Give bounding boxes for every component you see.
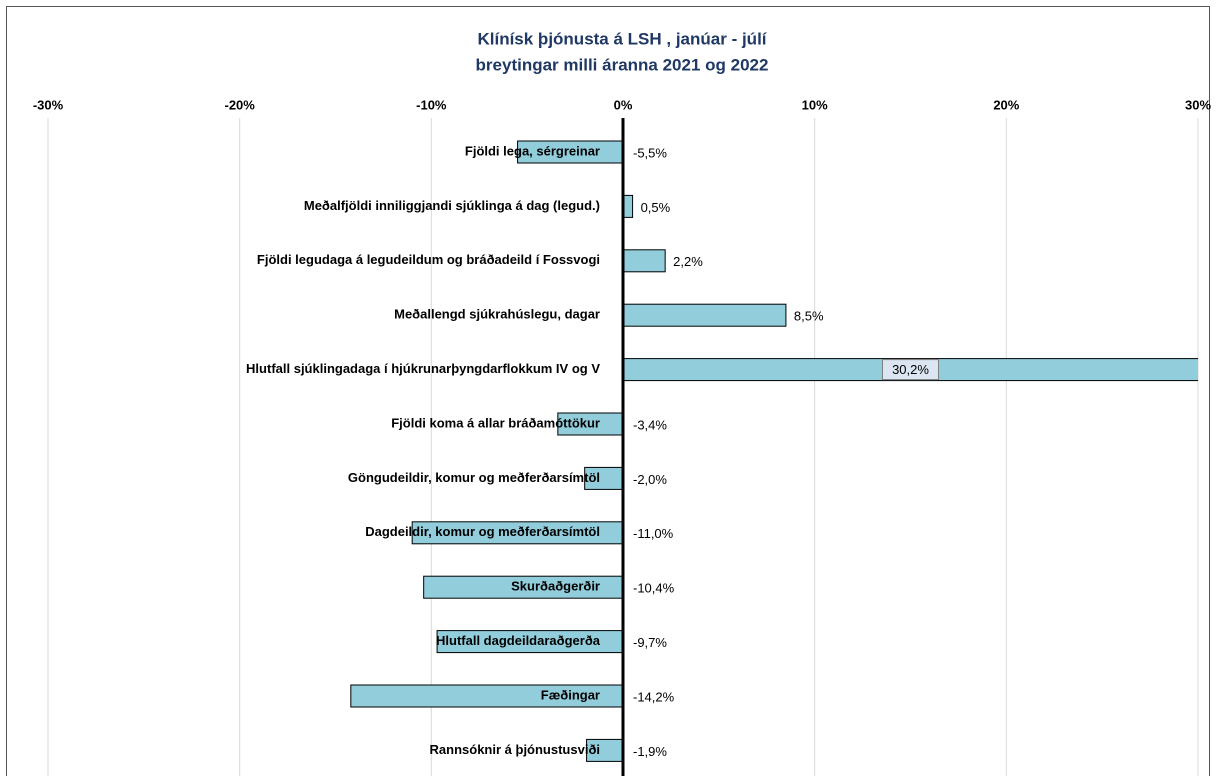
value-label: -9,7% <box>633 635 667 650</box>
category-label: Fjöldi lega, sérgreinar <box>465 143 600 158</box>
category-label: Fjöldi legudaga á legudeildum og bráðade… <box>257 252 600 267</box>
category-label: Fæðingar <box>541 687 600 702</box>
x-tick-label: -20% <box>224 97 255 112</box>
category-label: Rannsóknir á þjónustusviði <box>430 742 600 757</box>
x-tick-label: -30% <box>33 97 64 112</box>
value-label: -1,9% <box>633 744 667 759</box>
x-tick-label: -10% <box>416 97 447 112</box>
x-tick-label: 30% <box>1185 97 1211 112</box>
frame <box>6 6 1210 776</box>
chart-title: Klínísk þjónusta á LSH , janúar - júlí <box>477 29 767 48</box>
value-label: -3,4% <box>633 417 667 432</box>
category-label: Meðalfjöldi inniliggjandi sjúklinga á da… <box>304 198 600 213</box>
category-label: Dagdeildir, komur og meðferðarsímtöl <box>365 524 600 539</box>
x-tick-label: 0% <box>614 97 633 112</box>
category-label: Göngudeildir, komur og meðferðarsímtöl <box>348 470 600 485</box>
value-label: -11,0% <box>633 526 674 541</box>
category-label: Skurðaðgerðir <box>511 579 600 594</box>
value-label: -14,2% <box>633 689 675 704</box>
value-label: 30,2% <box>892 362 929 377</box>
value-label: -10,4% <box>633 581 675 596</box>
value-label: 8,5% <box>794 309 824 324</box>
category-label: Fjöldi koma á allar bráðamóttökur <box>391 415 600 430</box>
value-label: -2,0% <box>633 472 667 487</box>
category-label: Hlutfall sjúklingadaga í hjúkrunarþyngda… <box>246 361 600 376</box>
chart-subtitle: breytingar milli áranna 2021 og 2022 <box>476 55 769 74</box>
x-tick-label: 20% <box>993 97 1019 112</box>
bar <box>622 303 787 327</box>
value-label: 2,2% <box>673 254 703 269</box>
value-label: 0,5% <box>641 200 671 215</box>
category-label: Hlutfall dagdeildaraðgerða <box>436 633 601 648</box>
value-label-box <box>882 359 939 381</box>
value-label: -5,5% <box>633 145 667 160</box>
x-tick-label: 10% <box>802 97 828 112</box>
category-label: Meðallengd sjúkrahúslegu, dagar <box>394 307 600 322</box>
bar <box>622 249 666 273</box>
